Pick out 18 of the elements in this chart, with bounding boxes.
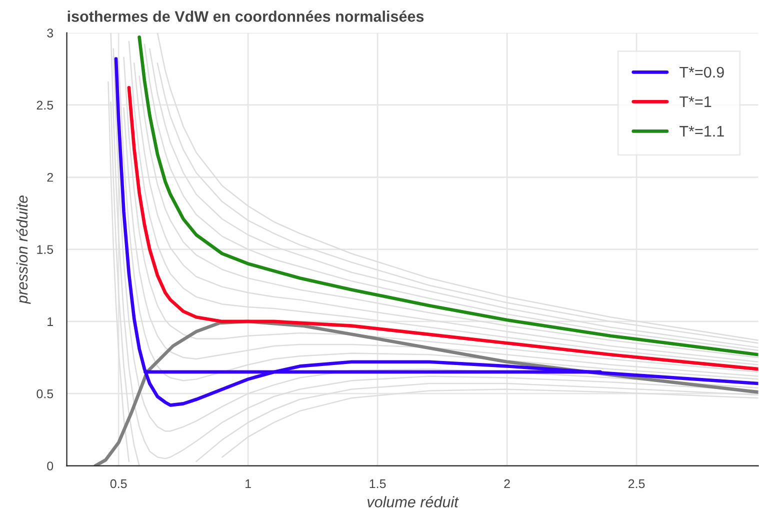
y-tick-label: 1: [48, 317, 53, 326]
y-tick-label: 0.5: [36, 389, 54, 398]
chart-title: isothermes de VdW en coordonnées normalisées: [68, 10, 424, 22]
x-axis-title: volume réduit: [368, 496, 459, 508]
legend-label: T*=1: [680, 96, 712, 108]
x-tick-label: 0.5: [110, 479, 127, 488]
x-tick-label: 1: [246, 479, 251, 488]
x-tick-label: 2.5: [628, 479, 645, 488]
y-tick-label: 1.5: [37, 245, 54, 254]
x-tick-label: 1.5: [370, 479, 386, 488]
y-tick-label: 2: [47, 172, 53, 182]
legend-label: T*=1.1: [680, 126, 724, 137]
y-axis-title: pression réduite: [16, 196, 31, 304]
y-tick-label: 3: [47, 28, 54, 38]
legend-label: T*=0.9: [680, 66, 724, 78]
y-tick-label: 2.5: [36, 100, 54, 110]
y-tick-label: 0: [47, 462, 54, 470]
x-tick-label: 2: [504, 479, 510, 488]
